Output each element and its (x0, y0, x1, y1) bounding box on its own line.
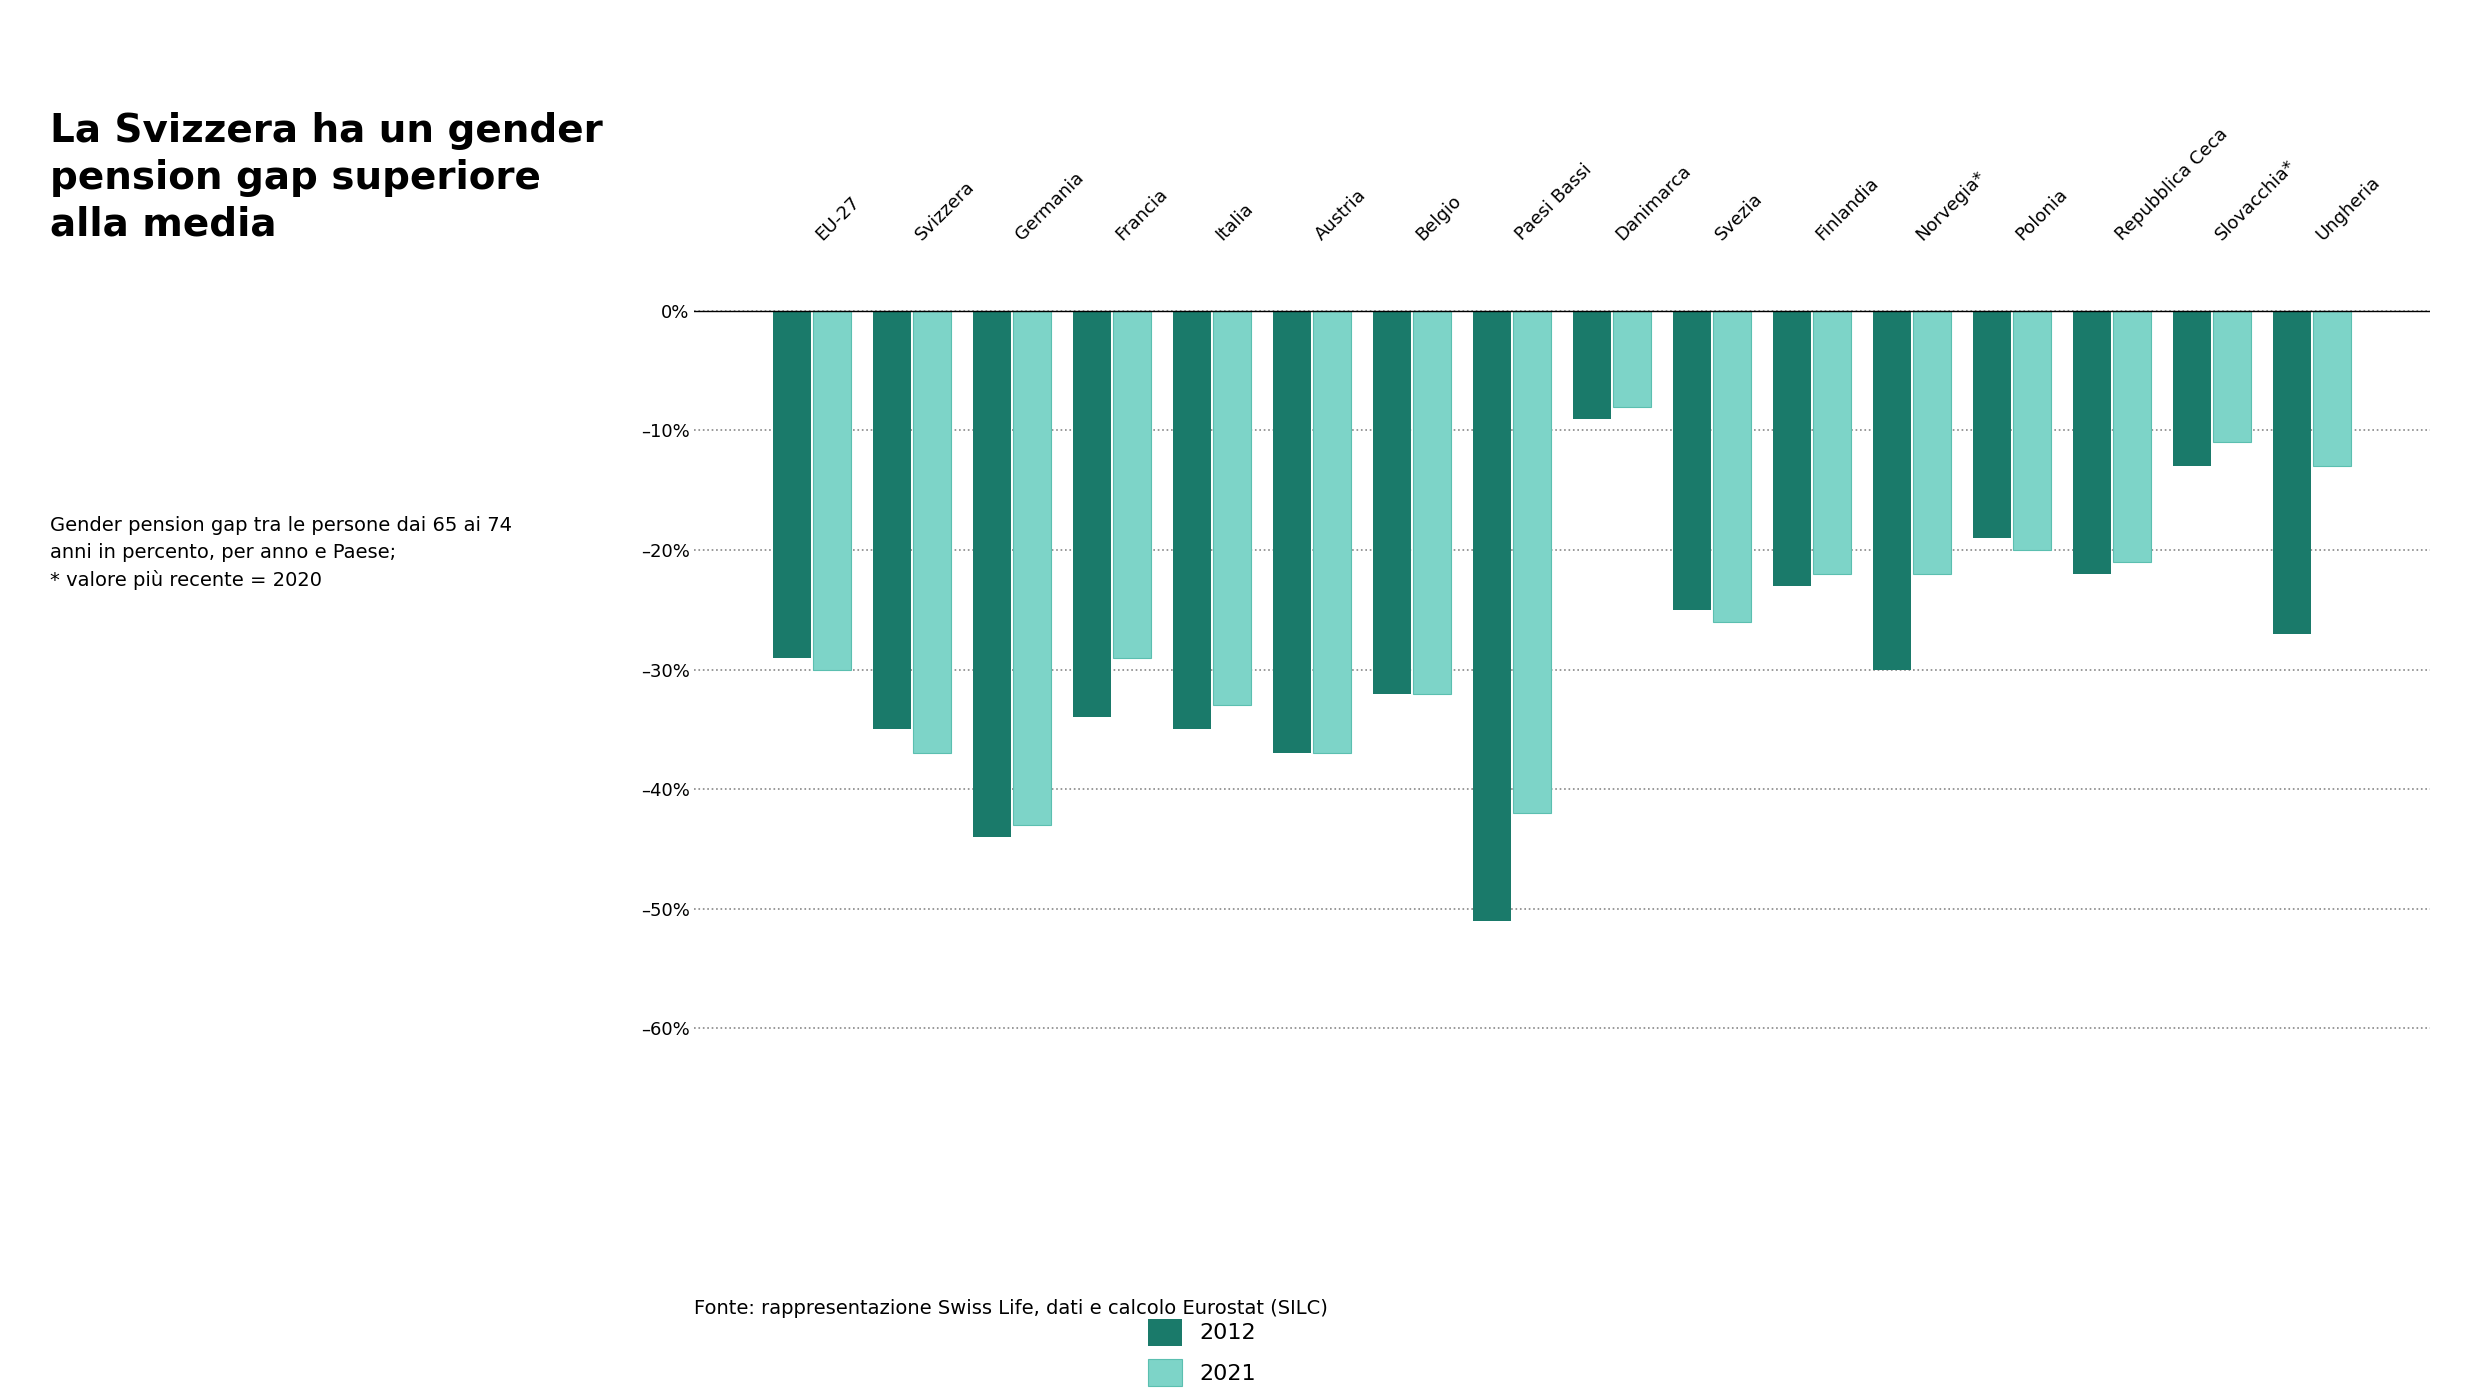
Bar (2014, 311, 2051, 550)
Bar (1572, 311, 1612, 418)
Bar (972, 311, 1012, 837)
Bar (1374, 311, 1411, 693)
Bar (2274, 311, 2311, 633)
Bar (2113, 311, 2153, 562)
Text: Fonte: rappresentazione Swiss Life, dati e calcolo Eurostat (SILC): Fonte: rappresentazione Swiss Life, dati… (694, 1299, 1329, 1318)
Bar (1014, 311, 1052, 824)
Bar (2172, 311, 2212, 466)
Bar (1614, 311, 1652, 406)
Bar (1674, 311, 1711, 610)
Bar (913, 311, 952, 753)
Bar (813, 311, 851, 670)
Bar (774, 311, 811, 657)
Text: La Svizzera ha un gender
pension gap superiore
alla media: La Svizzera ha un gender pension gap sup… (50, 112, 603, 244)
Bar (1872, 311, 1912, 670)
Bar (1213, 311, 1252, 706)
Bar (1513, 311, 1552, 813)
Bar (2073, 311, 2110, 573)
Bar (1915, 311, 1952, 573)
Bar (1414, 311, 1451, 693)
Bar (1272, 311, 1312, 753)
Bar (2215, 311, 2252, 442)
Bar (1974, 311, 2011, 538)
Bar (2314, 311, 2351, 466)
Bar (1473, 311, 1510, 921)
Bar (1074, 311, 1111, 717)
Bar (1813, 311, 1853, 573)
Bar (1173, 311, 1210, 730)
Bar (1114, 311, 1151, 657)
Legend: 2012, 2021: 2012, 2021 (1138, 1310, 1265, 1395)
Bar (873, 311, 910, 730)
Text: Gender pension gap tra le persone dai 65 ai 74
anni in percento, per anno e Paes: Gender pension gap tra le persone dai 65… (50, 516, 511, 590)
Bar (1714, 311, 1751, 622)
Bar (1773, 311, 1810, 586)
Bar (1314, 311, 1352, 753)
